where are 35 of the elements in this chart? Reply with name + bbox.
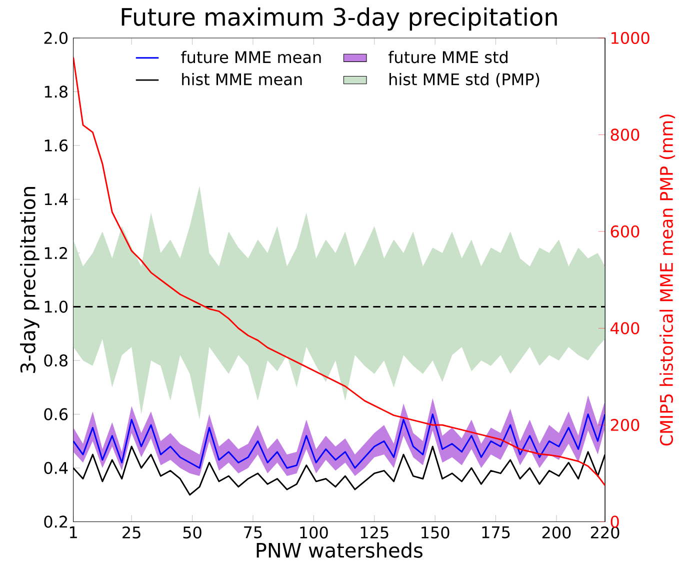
y2-tick-label: 200 <box>610 419 640 432</box>
legend-label: hist MME std (PMP) <box>390 73 540 88</box>
y-tick-label: 0.4 <box>44 462 68 474</box>
legend-label: hist MME mean <box>182 73 302 86</box>
legend-label: future MME mean <box>181 50 321 64</box>
y-tick-label: 0.8 <box>44 354 68 367</box>
x-tick-label: 100 <box>300 526 328 539</box>
x-axis-title: PNW watersheds <box>256 542 422 558</box>
y-tick-label: 0.2 <box>44 516 67 528</box>
x-tick-label: 75 <box>244 526 262 538</box>
y-tick-label: 1.0 <box>44 300 68 313</box>
x-tick-label: 150 <box>422 526 450 539</box>
y-tick-label: 1.2 <box>44 247 67 260</box>
y-tick-label: 1.4 <box>44 194 68 206</box>
y-tick-label: 1.6 <box>44 140 68 152</box>
x-tick-label: 200 <box>542 526 571 539</box>
legend-label: future MME std <box>388 50 508 64</box>
y2-tick-label: 1000 <box>612 32 650 44</box>
x-tick-label: 50 <box>183 526 202 539</box>
y-tick-label: 1.8 <box>44 86 68 98</box>
y2-tick-label: 600 <box>610 226 640 238</box>
y2-tick-label: 400 <box>610 322 640 334</box>
x-tick-label: 175 <box>482 526 510 538</box>
y-axis-title: 3-day precipitation <box>20 187 40 373</box>
y-tick-label: 2.0 <box>44 32 68 44</box>
x-tick-label: 220 <box>590 526 620 539</box>
x-tick-label: 25 <box>122 526 140 539</box>
y2-tick-label: 800 <box>610 128 640 141</box>
y2-tick-label: 0 <box>610 516 619 528</box>
y-tick-label: 0.6 <box>44 408 68 420</box>
y2-axis-title: CMIP5 historical MME mean PMP (mm) <box>660 114 676 446</box>
x-tick-label: 1 <box>70 526 77 538</box>
chart-title: Future maximum 3-day precipitation <box>122 8 557 31</box>
x-tick-label: 125 <box>360 526 388 539</box>
line-series <box>73 414 606 469</box>
